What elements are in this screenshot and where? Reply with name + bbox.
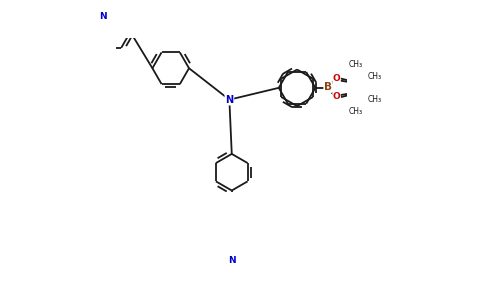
Text: N: N (225, 95, 233, 105)
Text: B: B (324, 82, 332, 92)
Text: CH₃: CH₃ (367, 95, 381, 104)
Text: O: O (333, 74, 340, 83)
Text: CH₃: CH₃ (367, 72, 381, 81)
Text: CH₃: CH₃ (348, 106, 363, 116)
Text: O: O (333, 92, 340, 101)
Text: N: N (99, 12, 107, 21)
Text: CH₃: CH₃ (348, 60, 363, 69)
Text: N: N (228, 256, 236, 265)
